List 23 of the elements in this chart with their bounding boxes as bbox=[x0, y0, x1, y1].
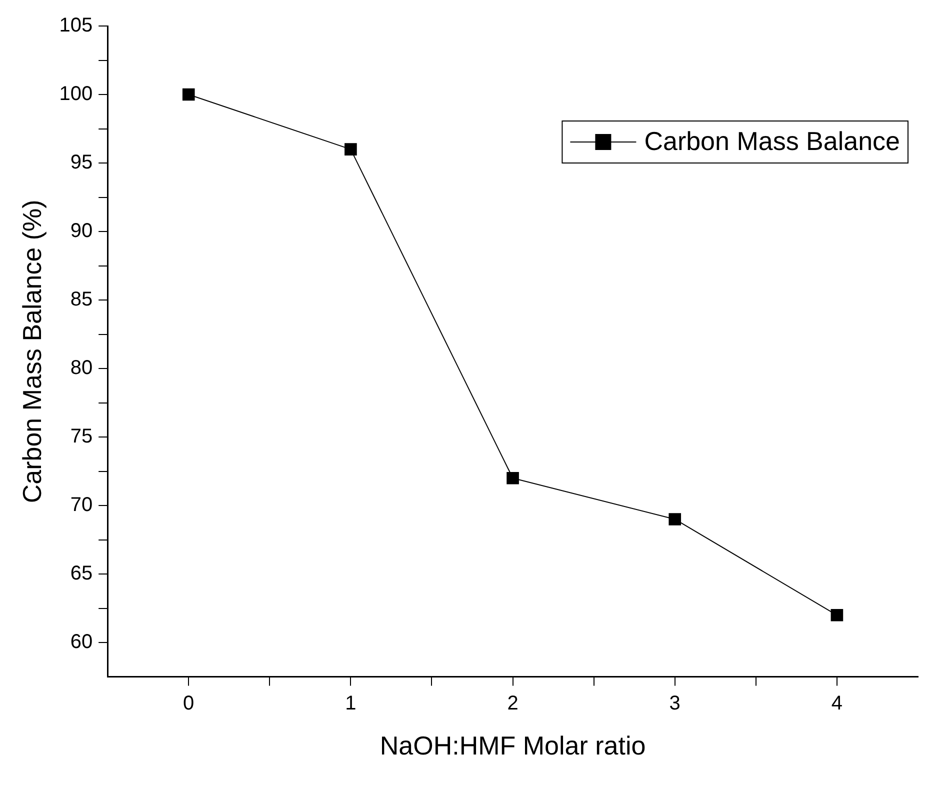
y-tick-label: 85 bbox=[70, 288, 93, 311]
legend-label: Carbon Mass Balance bbox=[644, 126, 900, 156]
y-tick-label: 90 bbox=[70, 220, 93, 242]
y-tick-label: 105 bbox=[59, 14, 93, 37]
x-tick-label: 3 bbox=[669, 692, 680, 714]
y-tick-label: 65 bbox=[70, 562, 93, 585]
y-tick-label: 60 bbox=[70, 631, 93, 654]
y-axis-title: Carbon Mass Balance (%) bbox=[16, 200, 47, 504]
y-tick-label: 100 bbox=[59, 83, 93, 106]
point bbox=[506, 472, 519, 484]
x-tick-label: 0 bbox=[183, 692, 194, 714]
y-tick-label: 80 bbox=[70, 357, 93, 380]
x-axis-title: NaOH:HMF Molar ratio bbox=[380, 730, 646, 761]
y-tick-label: 95 bbox=[70, 152, 93, 174]
x-tick-label: 2 bbox=[507, 692, 518, 714]
point bbox=[182, 88, 195, 101]
y-tick-label: 70 bbox=[70, 494, 93, 516]
x-tick-label: 1 bbox=[345, 692, 356, 714]
x-tick-label: 4 bbox=[831, 692, 843, 714]
point bbox=[344, 143, 357, 156]
point bbox=[830, 608, 844, 622]
point bbox=[668, 513, 682, 526]
y-tick-label: 75 bbox=[70, 426, 93, 448]
